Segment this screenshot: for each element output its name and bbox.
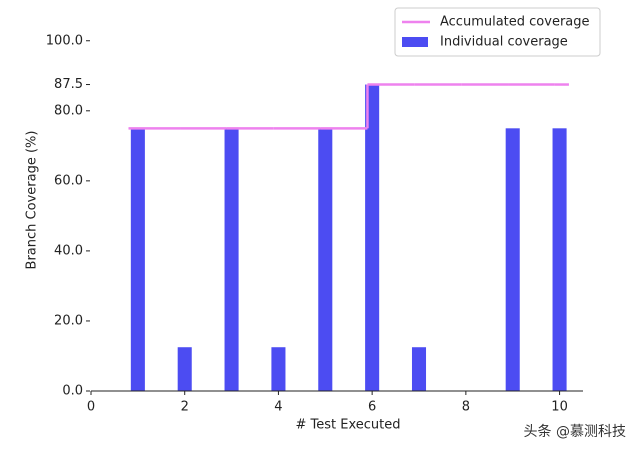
y-tick-label: 80.0 [54,103,83,118]
bar [411,347,427,391]
bar [505,128,520,391]
y-tick-label: 20.0 [54,313,83,328]
legend-label: Accumulated coverage [440,15,590,30]
x-tick-label: 2 [181,400,189,415]
y-tick-label: 100.0 [46,33,83,48]
y-axis-label: Branch Coverage (%) [25,131,40,270]
x-axis-label: # Test Executed [296,418,401,433]
y-tick-label: 60.0 [54,173,83,188]
x-tick-label: 8 [462,400,470,415]
y-tick-label: 87.5 [54,77,83,92]
y-tick-label: 40.0 [54,243,83,258]
bar [271,347,286,391]
bar [318,128,333,391]
x-tick-label: 10 [551,400,568,415]
legend-swatch [402,37,428,47]
bar [365,84,380,391]
legend-label: Individual coverage [440,35,568,50]
bar [177,347,192,391]
bar [552,128,567,391]
y-tick-label: 0.0 [62,384,83,399]
bar [224,128,239,391]
watermark: 头条 @慕测科技 [524,423,626,440]
x-tick-label: 4 [274,400,282,415]
x-tick-label: 6 [368,400,376,415]
bar [130,128,145,391]
x-tick-label: 0 [87,400,95,415]
legend-box [394,7,601,57]
